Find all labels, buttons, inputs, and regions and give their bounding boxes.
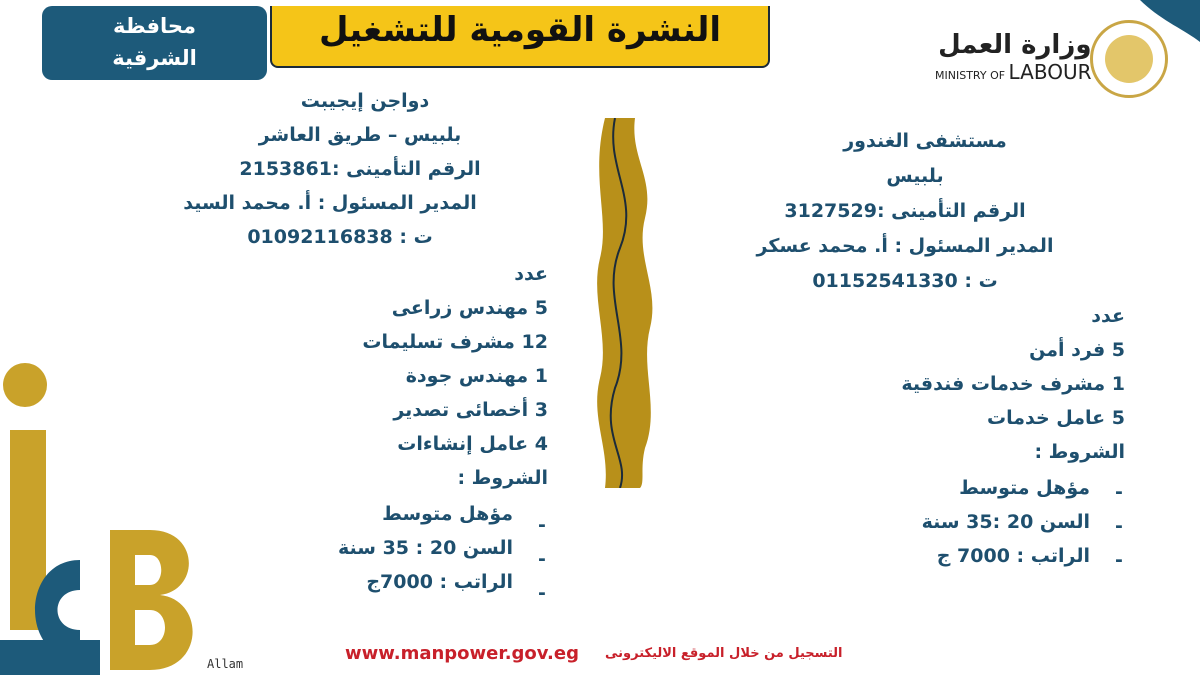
job-item: 5 عامل خدمات (987, 407, 1125, 429)
condition-text: الراتب : 7000 ج (936, 545, 1090, 567)
corner-decoration (1140, 0, 1200, 42)
conditions-label: الشروط : (457, 467, 548, 489)
signature: Allam (207, 657, 244, 671)
job-item: 12 مشرف تسليمات (362, 331, 548, 353)
phone-number: ت : 01152541330 (812, 270, 998, 292)
page-title: النشرة القومية للتشغيل (318, 10, 722, 50)
condition-text: مؤهل متوسط (959, 477, 1090, 499)
condition-item: السن 20 :35 سنة (830, 511, 1125, 545)
eagle-seal-icon (1090, 20, 1168, 98)
condition-item: الراتب : 7000ج (250, 571, 548, 605)
company-location: بلبيس – طريق العاشر (258, 124, 462, 146)
governorate-line-2: الشرقية (112, 46, 197, 70)
bullet-dashes: --- (538, 514, 546, 604)
manager-name: المدير المسئول : أ. محمد عسكر (756, 235, 1054, 257)
job-item: 5 مهندس زراعى (391, 297, 548, 319)
condition-item: مؤهل متوسط (250, 503, 548, 537)
manager-name: المدير المسئول : أ. محمد السيد (183, 192, 477, 214)
job-item: 1 مهندس جودة (405, 365, 548, 387)
right-jobs-list: عدد 5 فرد أمن 1 مشرف خدمات فندقية 5 عامل… (830, 305, 1125, 579)
left-jobs-list: عدد 5 مهندس زراعى 12 مشرف تسليمات 1 مهند… (250, 263, 548, 605)
company-location: بلبيس (886, 165, 944, 187)
job-item: 4 عامل إنشاءات (397, 433, 548, 455)
ministry-en-2: LABOUR (1008, 60, 1092, 84)
insurance-number: الرقم التأمينى :3127529 (784, 200, 1026, 222)
website-link[interactable]: www.manpower.gov.eg (345, 643, 579, 664)
governorate-line-1: محافظة (113, 14, 196, 38)
job-item: 5 فرد أمن (1029, 339, 1125, 361)
condition-item: الراتب : 7000 ج (830, 545, 1125, 579)
right-company-card: مستشفى الغندور بلبيس الرقم التأمينى :312… (720, 130, 1090, 305)
left-company-card: دواجن إيجيبت بلبيس – طريق العاشر الرقم ا… (130, 90, 530, 260)
count-label: عدد (1091, 305, 1125, 327)
governorate-badge: محافظة الشرقية (42, 6, 267, 80)
insurance-number: الرقم التأمينى :2153861 (239, 158, 481, 180)
job-item: 1 مشرف خدمات فندقية (901, 373, 1125, 395)
condition-text: السن 20 : 35 سنة (337, 537, 513, 559)
condition-text: مؤهل متوسط (382, 503, 513, 525)
phone-number: ت : 01092116838 (247, 226, 433, 248)
registration-note: التسجيل من خلال الموقع الاليكترونى (605, 646, 843, 661)
condition-text: الراتب : 7000ج (366, 571, 513, 593)
title-banner (270, 6, 770, 68)
condition-text: السن 20 :35 سنة (921, 511, 1090, 533)
decorative-letters (0, 363, 193, 675)
wavy-divider (597, 118, 653, 488)
company-name: دواجن إيجيبت (300, 90, 430, 112)
ministry-name-ar: وزارة العمل (938, 30, 1092, 60)
ministry-logo: وزارة العمل MINISTRY OF LABOUR (935, 30, 1091, 84)
condition-item: السن 20 : 35 سنة (250, 537, 548, 571)
company-name: مستشفى الغندور (843, 130, 1007, 152)
ministry-en-1: MINISTRY OF (935, 69, 1009, 82)
job-item: 3 أخصائى تصدير (393, 399, 548, 421)
conditions-label: الشروط : (1034, 441, 1125, 463)
condition-item: مؤهل متوسط (830, 477, 1125, 511)
bullet-dashes: --- (1115, 481, 1123, 571)
count-label: عدد (514, 263, 548, 285)
